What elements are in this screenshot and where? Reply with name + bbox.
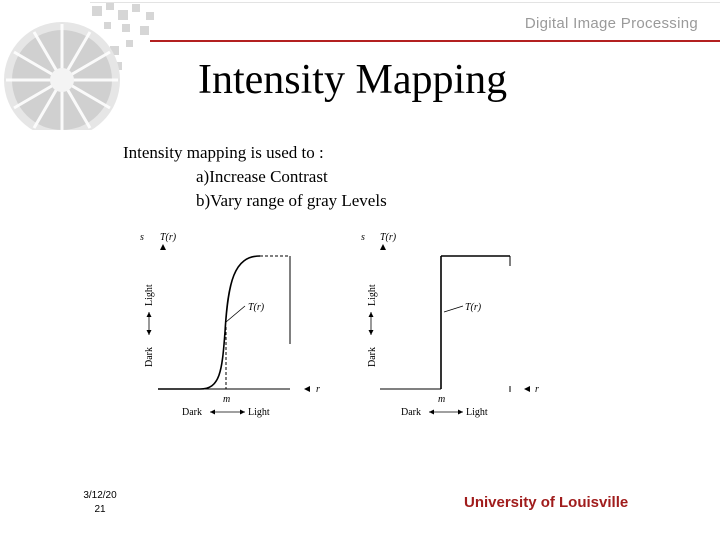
bullet-item: b)Vary range of gray Levels [196, 191, 387, 210]
transformation-curve [158, 255, 261, 390]
y-light-label: Light [367, 284, 378, 306]
top-faint-rule [90, 2, 720, 3]
slide-number: 21 [94, 504, 106, 515]
intensity-mapping-figure: s T(r) T(r) r m Dark Light Light Dark s … [140, 232, 539, 418]
function-label: T(r) [160, 232, 177, 243]
header-rule [150, 40, 720, 42]
slide-date: 3/12/20 21 [80, 489, 120, 517]
midpoint-label: m [438, 394, 445, 405]
function-label: T(r) [380, 232, 397, 243]
curve-label: T(r) [248, 302, 265, 313]
intro-text: Intensity mapping is used to : [123, 143, 324, 162]
x-axis-symbol: r [316, 384, 320, 395]
x-light-label: Light [248, 407, 270, 418]
contrast-stretch-graph: s T(r) T(r) r m Dark Light Light Dark [140, 232, 320, 418]
y-dark-label: Dark [367, 347, 378, 367]
x-light-label: Light [466, 407, 488, 418]
x-dark-label: Dark [401, 407, 421, 418]
bullet-item: a)Increase Contrast [196, 167, 328, 186]
sun-disc [4, 22, 120, 130]
course-name: Digital Image Processing [524, 15, 698, 32]
slide-title: Intensity Mapping [198, 57, 508, 103]
x-dark-label: Dark [182, 407, 202, 418]
curve-label: T(r) [465, 302, 482, 313]
threshold-graph: s T(r) T(r) r m Dark Light Light Dark [361, 232, 539, 418]
x-axis-symbol: r [535, 384, 539, 395]
y-dark-label: Dark [144, 347, 155, 367]
midpoint-label: m [223, 394, 230, 405]
university-name: University of Louisville [464, 494, 629, 511]
y-axis-symbol: s [140, 232, 144, 243]
university-logo-graphic [4, 2, 154, 130]
date-line: 3/12/20 [83, 490, 117, 501]
y-axis-symbol: s [361, 232, 365, 243]
y-light-label: Light [144, 284, 155, 306]
